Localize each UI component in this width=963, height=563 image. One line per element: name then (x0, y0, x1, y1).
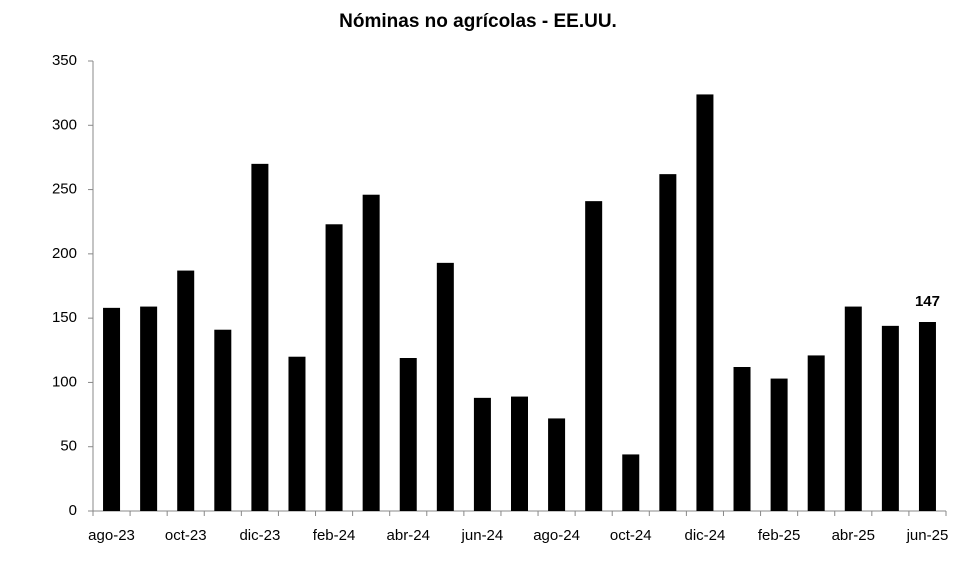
bar (696, 94, 714, 511)
bar (177, 270, 195, 511)
bar (918, 322, 936, 511)
x-tick-label: jun-25 (906, 527, 949, 544)
bar (733, 367, 751, 511)
x-tick-label: dic-23 (239, 527, 280, 544)
x-tick-label: feb-24 (313, 527, 356, 544)
x-tick-label: oct-23 (165, 527, 207, 544)
data-label: 147 (915, 293, 940, 310)
bar (844, 306, 862, 511)
bar (325, 224, 343, 512)
bar (807, 355, 825, 511)
bar (770, 378, 788, 511)
bar (436, 262, 454, 511)
bar (251, 163, 269, 511)
bar (622, 454, 640, 511)
bar (473, 397, 491, 511)
y-tick-label: 250 (52, 181, 77, 198)
x-tick-label: abr-25 (832, 527, 875, 544)
x-tick-label: dic-24 (685, 527, 726, 544)
bar (585, 201, 603, 511)
bar (362, 194, 380, 511)
chart-title: Nóminas no agrícolas - EE.UU. (339, 11, 617, 32)
x-tick-label: feb-25 (758, 527, 801, 544)
bar (659, 174, 677, 511)
bar (548, 418, 566, 511)
y-tick-label: 200 (52, 245, 77, 262)
x-tick-label: jun-24 (461, 527, 504, 544)
y-tick-label: 300 (52, 116, 77, 133)
y-tick-label: 350 (52, 52, 77, 69)
bar (399, 358, 417, 511)
y-tick-label: 100 (52, 373, 77, 390)
bar (288, 356, 306, 511)
bar (103, 307, 121, 511)
y-tick-label: 50 (60, 438, 77, 455)
bar (140, 306, 158, 511)
bar (511, 396, 528, 511)
x-tick-label: ago-24 (533, 527, 580, 544)
x-tick-label: abr-24 (387, 527, 430, 544)
bar (881, 325, 899, 511)
y-tick-label: 150 (52, 309, 77, 326)
y-tick-label: 0 (69, 502, 77, 519)
x-tick-label: oct-24 (610, 527, 652, 544)
bar (214, 329, 232, 511)
x-tick-label: ago-23 (88, 527, 135, 544)
